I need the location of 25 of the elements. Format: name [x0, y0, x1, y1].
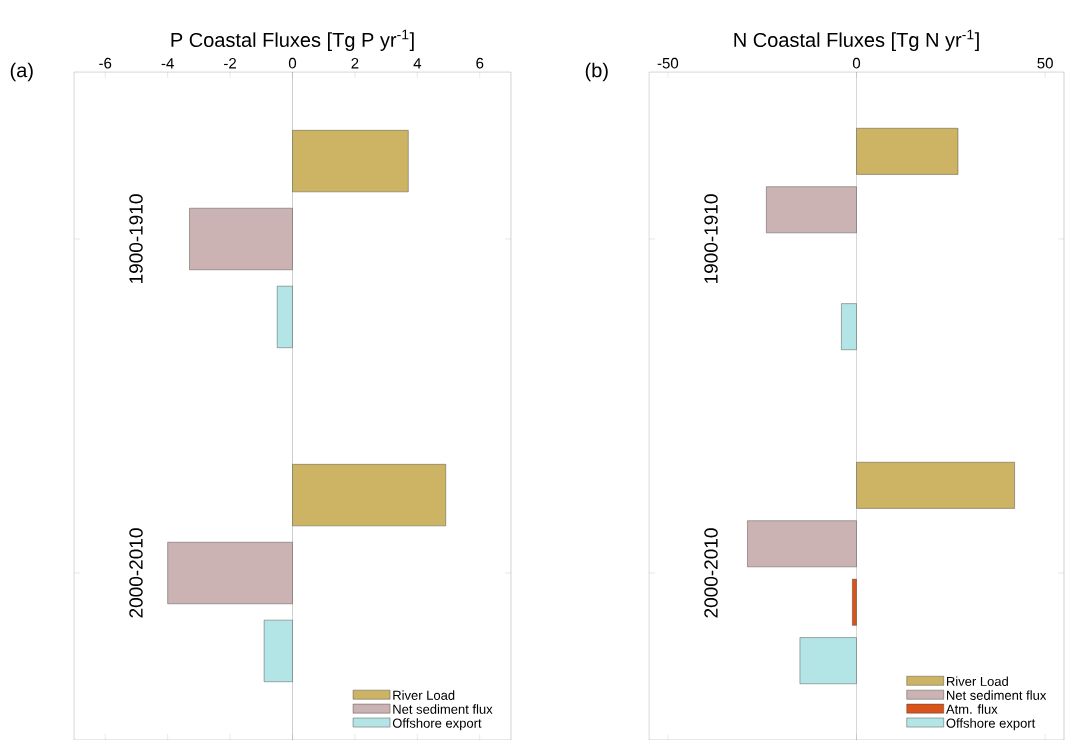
legend-label: Offshore export [392, 718, 482, 731]
x-tick-label: -6 [99, 57, 112, 69]
x-tick-label: 50 [1037, 57, 1053, 69]
x-tick-label: -50 [657, 57, 679, 69]
x-tick-label: 2 [351, 57, 359, 69]
x-tick-label: 0 [852, 57, 861, 69]
legend-label: Offshore export [946, 718, 1036, 731]
text: (a) [10, 62, 33, 82]
legend-label: Net sediment flux [393, 704, 493, 714]
legend-label: Net sediment flux [946, 690, 1047, 700]
y-tick-label: 2000-2010 [704, 528, 718, 618]
x-tick-label: 4 [413, 58, 422, 69]
x-axis-title: P Coastal Fluxes [Tg P yr$^{-1}$] [171, 29, 414, 51]
legend-label: River Load [946, 676, 1008, 686]
y-tick-label: 1900-1910 [129, 194, 143, 283]
legend-label: Atm. flux [945, 704, 998, 714]
x-axis-title: N Coastal Fluxes [Tg N yr$^{-1}$] [734, 29, 979, 51]
text: (b) [585, 62, 608, 82]
y-tick-label: 2000-2010 [129, 528, 143, 618]
x-tick-label: 6 [476, 57, 484, 69]
x-tick-label: -4 [161, 58, 174, 69]
y-tick-label: 1900-1910 [704, 194, 718, 283]
x-tick-label: -2 [224, 57, 236, 69]
x-tick-label: 0 [288, 57, 297, 69]
legend-label: River Load [393, 690, 455, 700]
